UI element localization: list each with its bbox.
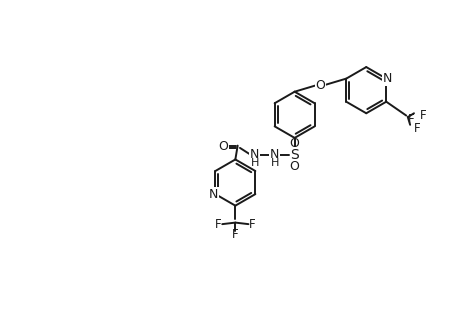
Text: F: F bbox=[420, 109, 426, 122]
Text: H: H bbox=[271, 158, 279, 168]
Text: F: F bbox=[414, 122, 420, 135]
Text: F: F bbox=[249, 218, 256, 231]
Text: N: N bbox=[250, 148, 259, 161]
Text: H: H bbox=[250, 158, 259, 168]
Text: O: O bbox=[290, 160, 300, 173]
Text: F: F bbox=[232, 228, 239, 241]
Text: O: O bbox=[218, 140, 228, 153]
Text: N: N bbox=[382, 72, 392, 85]
Text: F: F bbox=[408, 113, 415, 126]
Text: O: O bbox=[316, 79, 325, 92]
Text: S: S bbox=[290, 148, 299, 162]
Text: O: O bbox=[290, 137, 300, 150]
Text: N: N bbox=[270, 148, 280, 161]
Text: N: N bbox=[209, 188, 219, 201]
Text: F: F bbox=[215, 218, 222, 231]
